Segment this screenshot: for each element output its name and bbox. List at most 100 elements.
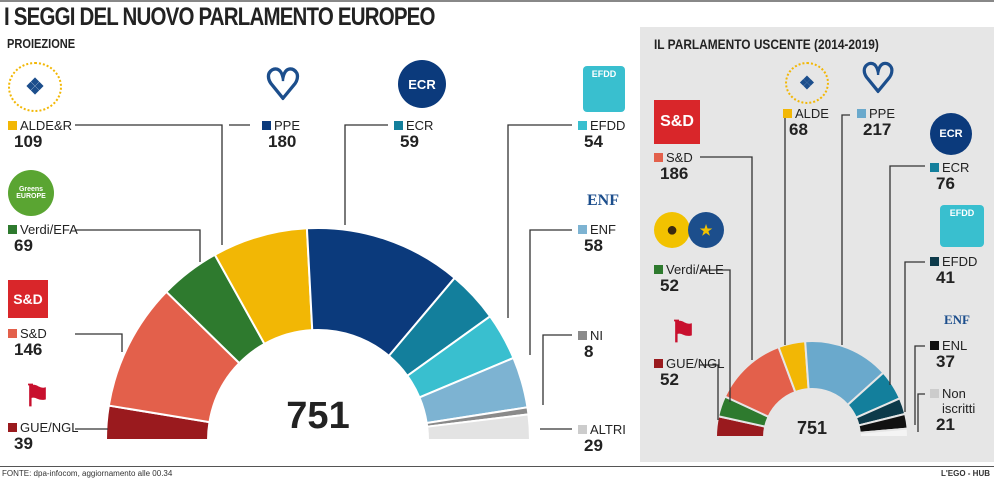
greens-logo: Greens EUROPE (8, 170, 54, 216)
gue-flag-logo: ⚑ (23, 379, 51, 413)
enf-logo: ENF (587, 192, 619, 209)
legend-name: EFDD (942, 254, 978, 269)
legend-name: GUE/NGL (666, 356, 725, 371)
legend-swatch (930, 341, 939, 350)
legend-label: ALDE&R 109 (8, 118, 72, 151)
slice-non-iscritti (858, 427, 910, 438)
footer: FONTE: dpa-infocom, aggiornamento alle 0… (0, 466, 994, 480)
legend-value: 217 (863, 120, 892, 139)
legend-name: Non iscritti (942, 386, 976, 416)
legend-swatch (8, 121, 17, 130)
legend-name: EFDD (590, 118, 626, 133)
legend-value: 180 (268, 132, 297, 151)
legend-value: 69 (14, 236, 33, 255)
slice-altri (426, 413, 532, 441)
panel-title: IL PARLAMENTO USCENTE (2014-2019) (654, 36, 879, 52)
alde-logo-outgoing: ❖ (785, 62, 829, 104)
legend-name: NI (590, 328, 603, 343)
legend-swatch (578, 225, 587, 234)
legend-value: 109 (14, 132, 43, 151)
legend-label: EFDD 54 (578, 118, 625, 151)
legend-value: 37 (936, 352, 955, 371)
legend-name: ECR (406, 118, 434, 133)
legend-swatch (578, 121, 587, 130)
efdd-logo: EFDD (583, 66, 625, 112)
legend-label: ECR 59 (394, 118, 433, 151)
legend-value: 52 (660, 370, 679, 389)
legend-label: ENF 58 (578, 222, 616, 255)
legend-name: ENL (942, 338, 968, 353)
efdd-logo-outgoing: EFDD (940, 205, 984, 247)
subtitle: PROIEZIONE (7, 36, 76, 51)
legend-name: S&D (666, 150, 693, 165)
alde-logo: ❖ (8, 62, 62, 112)
legend-swatch (578, 331, 587, 340)
legend-value: 68 (789, 120, 808, 139)
legend-label: S&D 146 (8, 326, 47, 359)
legend-value: 59 (400, 132, 419, 151)
legend-swatch (8, 225, 17, 234)
legend-value: 186 (660, 164, 689, 183)
legend-swatch (930, 389, 939, 398)
legend-swatch (930, 257, 939, 266)
legend-label: NI 8 (578, 328, 603, 361)
legend-swatch (857, 109, 866, 118)
legend-name: PPE (869, 106, 896, 121)
legend-swatch (8, 329, 17, 338)
legend-value: 76 (936, 174, 955, 193)
eu-logo: ★ (688, 212, 724, 248)
legend-label: PPE 217 (857, 106, 895, 139)
top-rule (0, 0, 994, 2)
legend-value: 41 (936, 268, 955, 287)
legend-label: S&D 186 (654, 150, 693, 183)
legend-label: ENL 37 (930, 338, 967, 371)
legend-name: Verdi/EFA (20, 222, 78, 237)
sunflower-logo: ● (654, 212, 690, 248)
legend-name: PPE (274, 118, 301, 133)
outgoing-total: 751 (796, 418, 828, 438)
sd-logo-outgoing: S&D (654, 100, 700, 144)
legend-label: Non iscritti 21 (930, 386, 986, 434)
main-total: 751 (286, 395, 350, 437)
ecr-logo: ECR (398, 60, 446, 108)
legend-swatch (262, 121, 271, 130)
brand: L'EGO - HUB (940, 469, 990, 478)
gue-flag-logo-outgoing: ⚑ (669, 315, 697, 349)
legend-swatch (783, 109, 792, 118)
legend-swatch (394, 121, 403, 130)
legend-value: 8 (584, 342, 594, 361)
legend-name: ALDE&R (20, 118, 73, 133)
legend-swatch (930, 163, 939, 172)
legend-name: ENF (590, 222, 616, 237)
legend-label: Verdi/ALE 52 (654, 262, 724, 295)
legend-value: 54 (584, 132, 603, 151)
legend-name: Verdi/ALE (666, 262, 724, 277)
legend-name: ALTRI (590, 422, 626, 437)
legend-label: ECR 76 (930, 160, 969, 193)
legend-name: GUE/NGL (20, 420, 79, 435)
legend-name: ALDE (795, 106, 829, 121)
chart-main (104, 227, 532, 441)
legend-value: 21 (936, 415, 955, 434)
legend-value: 58 (584, 236, 603, 255)
legend-swatch (654, 359, 663, 368)
source-note: FONTE: dpa-infocom, aggiornamento alle 0… (2, 469, 173, 478)
legend-label: GUE/NGL 39 (8, 420, 79, 453)
ppe-heart-logo-outgoing: ♡ (860, 57, 897, 102)
legend-label: PPE 180 (262, 118, 300, 151)
legend-swatch (8, 423, 17, 432)
legend-swatch (654, 265, 663, 274)
chart-outgoing (714, 340, 910, 438)
legend-swatch (578, 425, 587, 434)
legend-name: S&D (20, 326, 47, 341)
legend-value: 29 (584, 436, 603, 455)
legend-label: ALTRI 29 (578, 422, 626, 455)
legend-value: 52 (660, 276, 679, 295)
enf-logo-outgoing: ENF (944, 312, 970, 327)
leader-lines (75, 114, 925, 432)
sd-logo: S&D (8, 280, 48, 318)
legend-name: ECR (942, 160, 970, 175)
page-title: I SEGGI DEL NUOVO PARLAMENTO EUROPEO (4, 3, 435, 31)
ppe-heart-logo: ♡ (264, 60, 303, 108)
